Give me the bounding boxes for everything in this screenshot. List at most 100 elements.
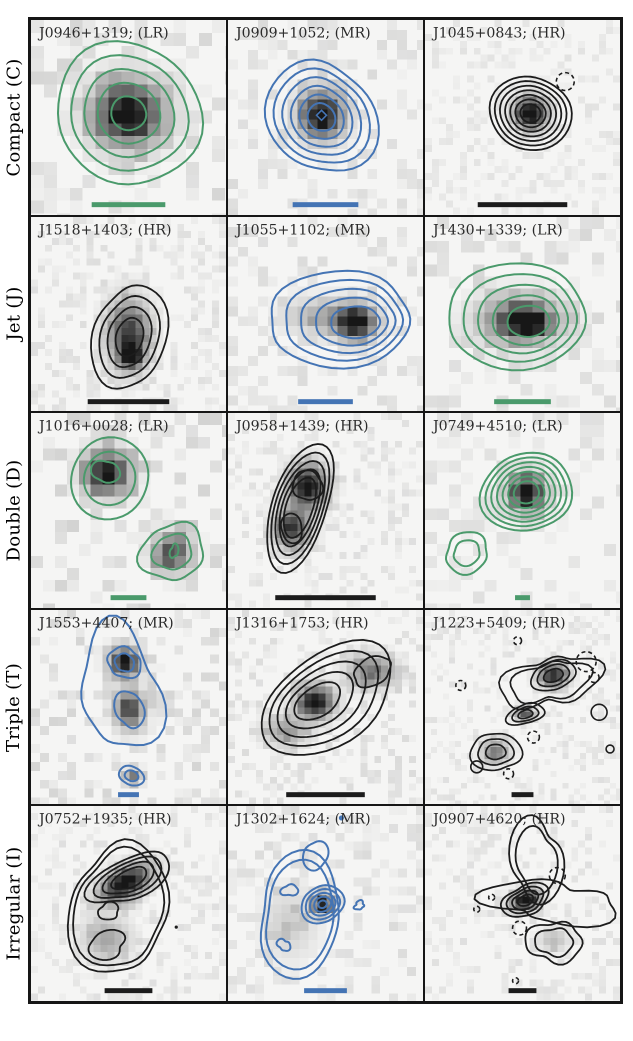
dashed-contour-mark bbox=[512, 635, 523, 646]
dashed-contour-mark bbox=[502, 767, 515, 780]
scale-bar bbox=[275, 595, 376, 601]
scale-bar bbox=[87, 398, 170, 404]
contour-lines bbox=[469, 655, 607, 772]
panel-label: J0958+1439; (HR) bbox=[234, 419, 369, 435]
panel-label: J1518+1403; (HR) bbox=[37, 222, 172, 238]
morphology-figure: Compact (C) Jet (J) Double (D) Triple (T… bbox=[0, 17, 633, 1004]
pixel-image bbox=[228, 216, 423, 412]
contour-cutout: J0946+1319; (LR) bbox=[31, 20, 226, 215]
contour-lines bbox=[270, 269, 412, 370]
scale-bar bbox=[91, 202, 166, 208]
contour-cutout: J0958+1439; (HR) bbox=[228, 413, 423, 608]
contour-lines bbox=[70, 436, 205, 582]
dashed-contour-mark bbox=[455, 679, 467, 691]
row-label-column: Compact (C) Jet (J) Double (D) Triple (T… bbox=[0, 17, 28, 1004]
dashed-contour-mark bbox=[548, 867, 567, 885]
panel-label: J1016+0028; (LR) bbox=[37, 419, 169, 435]
panel-J0907+4620: J0907+4620; (HR) bbox=[424, 805, 621, 1002]
contour-lines bbox=[80, 614, 168, 787]
panel-label: J0907+4620; (HR) bbox=[431, 812, 566, 828]
contour-lines bbox=[56, 40, 205, 186]
marker-overlays bbox=[555, 71, 576, 92]
scale-bar bbox=[515, 595, 530, 601]
contour-cutout: J1316+1753; (HR) bbox=[228, 609, 423, 805]
marker-overlays bbox=[174, 925, 178, 930]
dot-marker bbox=[338, 815, 345, 821]
contour-cutout: J1045+0843; (HR) bbox=[425, 20, 620, 215]
contour-cutout: J0752+1935; (HR) bbox=[31, 806, 226, 1001]
panel-J1045+0843: J1045+0843; (HR) bbox=[424, 19, 621, 216]
scale-bar bbox=[110, 595, 147, 601]
dashed-contour-mark bbox=[511, 920, 528, 937]
contour-cutout: J1553+4407; (MR) bbox=[31, 609, 226, 805]
panel-J1016+0028: J1016+0028; (LR) bbox=[30, 412, 227, 609]
panel-label: J0749+4510; (LR) bbox=[431, 419, 563, 435]
panel-J0909+1052: J0909+1052; (MR) bbox=[227, 19, 424, 216]
panel-J0749+4510: J0749+4510; (LR) bbox=[424, 412, 621, 609]
scale-bar bbox=[298, 398, 353, 404]
panel-J0958+1439: J0958+1439; (HR) bbox=[227, 412, 424, 609]
panel-label: J1302+1624; (MR) bbox=[234, 812, 371, 828]
panel-label: J0946+1319; (LR) bbox=[37, 25, 169, 41]
contour-cutout: J1430+1339; (LR) bbox=[425, 216, 620, 412]
contour-lines bbox=[259, 840, 366, 981]
panel-label: J1316+1753; (HR) bbox=[234, 615, 369, 631]
scale-bar bbox=[104, 988, 153, 994]
ring-contour-mark bbox=[590, 703, 608, 721]
dashed-contour-mark bbox=[472, 905, 481, 914]
panel-label: J0752+1935; (HR) bbox=[37, 812, 172, 828]
panel-J1223+5409: J1223+5409; (HR) bbox=[424, 608, 621, 806]
row-label-double: Double (D) bbox=[3, 459, 25, 562]
contour-lines bbox=[473, 814, 617, 966]
pixel-image bbox=[31, 413, 226, 608]
scale-bar bbox=[508, 988, 537, 994]
dot-marker bbox=[174, 925, 178, 930]
scale-bar bbox=[494, 398, 551, 404]
contour-cutout: J1302+1624; (MR) bbox=[228, 806, 423, 1001]
panel-label: J1430+1339; (LR) bbox=[431, 222, 563, 238]
contour-cutout: J1518+1403; (HR) bbox=[31, 216, 226, 412]
panel-J0946+1319: J0946+1319; (LR) bbox=[30, 19, 227, 216]
contour-lines bbox=[488, 75, 573, 151]
panel-label: J0909+1052; (MR) bbox=[234, 25, 371, 41]
contour-lines bbox=[263, 58, 380, 172]
contour-lines bbox=[448, 261, 587, 371]
panel-grid: J0946+1319; (LR) J0909+1052; (MR) J1045+08… bbox=[28, 17, 623, 1004]
scale-bar bbox=[118, 791, 139, 797]
panel-J0752+1935: J0752+1935; (HR) bbox=[30, 805, 227, 1002]
contour-lines bbox=[444, 451, 574, 577]
row-label-triple: Triple (T) bbox=[3, 662, 25, 752]
panel-label: J1055+1102; (MR) bbox=[234, 222, 371, 238]
panel-J1316+1753: J1316+1753; (HR) bbox=[227, 608, 424, 806]
panel-J1055+1102: J1055+1102; (MR) bbox=[227, 215, 424, 413]
panel-J1430+1339: J1430+1339; (LR) bbox=[424, 215, 621, 413]
contour-cutout: J1055+1102; (MR) bbox=[228, 216, 423, 412]
contour-lines bbox=[266, 443, 335, 575]
panel-label: J1045+0843; (HR) bbox=[431, 25, 566, 41]
diamond-marker bbox=[315, 109, 328, 122]
marker-overlays bbox=[315, 109, 328, 122]
row-label-irregular: Irregular (I) bbox=[3, 846, 25, 961]
panel-label: J1223+5409; (HR) bbox=[431, 615, 566, 631]
scale-bar bbox=[292, 202, 359, 208]
pixel-image bbox=[425, 20, 620, 215]
dashed-contour-mark bbox=[555, 71, 576, 92]
contour-cutout: J0749+4510; (LR) bbox=[425, 413, 620, 608]
row-label-jet: Jet (J) bbox=[3, 286, 25, 341]
dashed-contour-mark bbox=[588, 671, 600, 684]
contour-lines bbox=[260, 638, 392, 756]
scale-bar bbox=[477, 202, 568, 208]
contour-lines bbox=[66, 838, 171, 973]
contour-cutout: J1016+0028; (LR) bbox=[31, 413, 226, 608]
dashed-contour-mark bbox=[511, 977, 520, 985]
contour-cutout: J1223+5409; (HR) bbox=[425, 609, 620, 805]
row-label-compact: Compact (C) bbox=[3, 58, 25, 177]
contour-lines bbox=[90, 283, 170, 390]
marker-overlays bbox=[338, 815, 345, 821]
pixel-image bbox=[31, 609, 226, 805]
scale-bar bbox=[511, 791, 534, 797]
panel-J1553+4407: J1553+4407; (MR) bbox=[30, 608, 227, 806]
panel-label: J1553+4407; (MR) bbox=[37, 615, 174, 631]
dashed-contour-mark bbox=[526, 730, 541, 744]
contour-cutout: J0907+4620; (HR) bbox=[425, 806, 620, 1001]
